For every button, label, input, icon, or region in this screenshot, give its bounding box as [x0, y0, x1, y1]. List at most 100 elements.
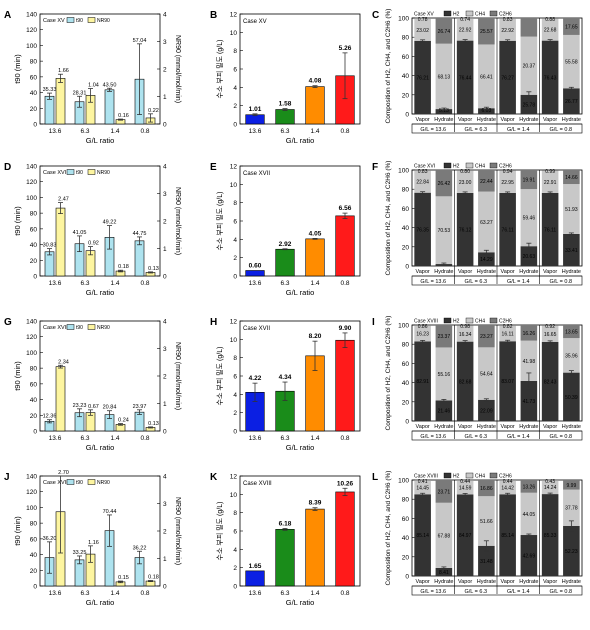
data-label: 0.24	[118, 418, 129, 424]
legend-swatch	[87, 169, 96, 175]
y-tick-label: 12	[230, 474, 238, 481]
segment-label: 37.78	[565, 506, 578, 512]
group-label: G/L = 0.8	[549, 589, 572, 595]
y-tick-label: 140	[26, 164, 37, 171]
x-tick-label: 6.3	[280, 280, 289, 287]
segment-label: 52.23	[565, 549, 578, 555]
segment-label: 85.33	[544, 533, 557, 539]
x-tick-label: 13.6	[249, 590, 262, 597]
bar-t90	[134, 411, 145, 432]
y2-tick-label: 4	[163, 12, 167, 19]
y-tick-label: 120	[26, 27, 37, 34]
bar-segment-ch4	[456, 480, 474, 495]
y-tick-label: 80	[402, 187, 410, 194]
data-label: 8.20	[309, 333, 322, 340]
x-tick-label: Hydrate	[434, 117, 453, 123]
top-label: 0.94	[503, 169, 513, 175]
data-label: 2.47	[58, 197, 69, 203]
panel-title: Case XVIII	[414, 319, 438, 325]
bar-segment-c2h6	[435, 480, 453, 503]
y-tick-label: 8	[233, 48, 237, 55]
x-tick-label: 13.6	[249, 280, 262, 287]
bar-segment-ch4	[456, 325, 474, 342]
segment-label: 51.66	[480, 519, 493, 525]
panel-title: Case XV	[414, 12, 434, 18]
y-tick-label: 60	[30, 381, 38, 388]
panel-F: F 0 20 40 60 80 100 76.35 22.84 Vapor 0.83 70.53 26.…	[372, 161, 583, 286]
top-label: 0.44	[460, 479, 470, 485]
x-tick-label: Hydrate	[477, 424, 496, 430]
panel-letter: K	[210, 472, 218, 483]
segment-label: 9.99	[567, 483, 577, 489]
data-label: 9.90	[339, 325, 352, 332]
y-axis-label: 수소 부피 밀도 (g/L)	[215, 40, 224, 99]
y-axis-label: 수소 부피 밀도 (g/L)	[215, 502, 224, 561]
segment-label: 19.91	[523, 178, 536, 184]
y-tick-label: 100	[398, 168, 409, 175]
y-tick-label: 6	[233, 67, 237, 74]
x-tick-label: Vapor	[415, 424, 429, 430]
segment-label: 66.41	[480, 74, 493, 80]
x-tick-label: Hydrate	[477, 579, 496, 585]
y-tick-label: 2	[233, 255, 237, 262]
y-tick-label: 40	[30, 397, 38, 404]
y-tick-label: 10	[230, 337, 238, 344]
data-label: 2.92	[279, 241, 292, 248]
segment-label: 5.13	[439, 108, 449, 114]
panel-letter: E	[210, 162, 217, 173]
data-label: 0.13	[148, 266, 159, 272]
y2-axis-label: NR90 (mmol/mol/min)	[174, 187, 181, 255]
panel-letter: A	[4, 10, 11, 21]
y-tick-label: 20	[402, 92, 410, 99]
x-tick-label: Hydrate	[519, 579, 538, 585]
y-tick-label: 20	[402, 399, 410, 406]
x-tick-label: 0.8	[340, 128, 349, 135]
segment-label: 23.00	[459, 180, 472, 186]
y2-tick-label: 1	[163, 556, 167, 563]
panel-title: Case XV	[243, 19, 267, 25]
panel-letter: G	[4, 317, 12, 328]
legend-label: NR90	[97, 18, 110, 24]
y-tick-label: 8	[233, 200, 237, 207]
bar-segment-h2	[499, 494, 516, 576]
y-tick-label: 12	[230, 12, 238, 19]
segment-label: 16.34	[459, 332, 472, 338]
y-tick-label: 100	[398, 478, 409, 485]
segment-label: 84.97	[459, 533, 472, 539]
data-label: 35.33	[43, 87, 57, 93]
data-label: 12.36	[43, 414, 57, 420]
y-axis-label: t90 (min)	[13, 206, 22, 236]
top-label: 0.82	[503, 324, 513, 330]
data-label: 5.26	[339, 45, 352, 52]
group-box	[411, 585, 583, 596]
bar-density	[245, 570, 265, 587]
segment-label: 22.91	[544, 180, 557, 186]
bar-nr90	[55, 366, 66, 432]
y-axis-label: t90 (min)	[13, 516, 22, 546]
panel-letter: B	[210, 10, 217, 21]
legend-label: t90	[76, 18, 83, 24]
x-tick-label: 0.8	[340, 435, 349, 442]
segment-label: 26.42	[438, 181, 451, 187]
data-label: 4.05	[309, 230, 322, 237]
x-tick-label: 13.6	[49, 590, 62, 597]
y-tick-label: 60	[30, 74, 38, 81]
y-tick-label: 0	[33, 584, 37, 591]
legend-label: NR90	[97, 170, 110, 176]
top-label: 0.74	[460, 17, 470, 23]
group-label: G/L = 13.6	[420, 589, 446, 595]
data-label: 0.22	[148, 108, 159, 114]
y-tick-label: 2	[233, 410, 237, 417]
data-label: 0.92	[88, 241, 99, 247]
x-tick-label: 0.8	[140, 435, 149, 442]
panel-title: Case XVIII	[414, 474, 438, 480]
y-tick-label: 0	[405, 264, 409, 271]
panel-H: H 0 2 4 6 8 10 12 13.6 4.22 6.3 4.34 1.4 8.20 0.8 9.90 C…	[210, 317, 361, 452]
bar-segment-c2h6	[520, 480, 538, 493]
y2-tick-label: 4	[163, 164, 167, 171]
y2-tick-label: 0	[163, 122, 167, 129]
top-label: 0.78	[418, 17, 428, 23]
segment-label: 13.65	[565, 330, 578, 336]
legend-swatch	[465, 10, 474, 17]
bar-density	[245, 114, 265, 125]
